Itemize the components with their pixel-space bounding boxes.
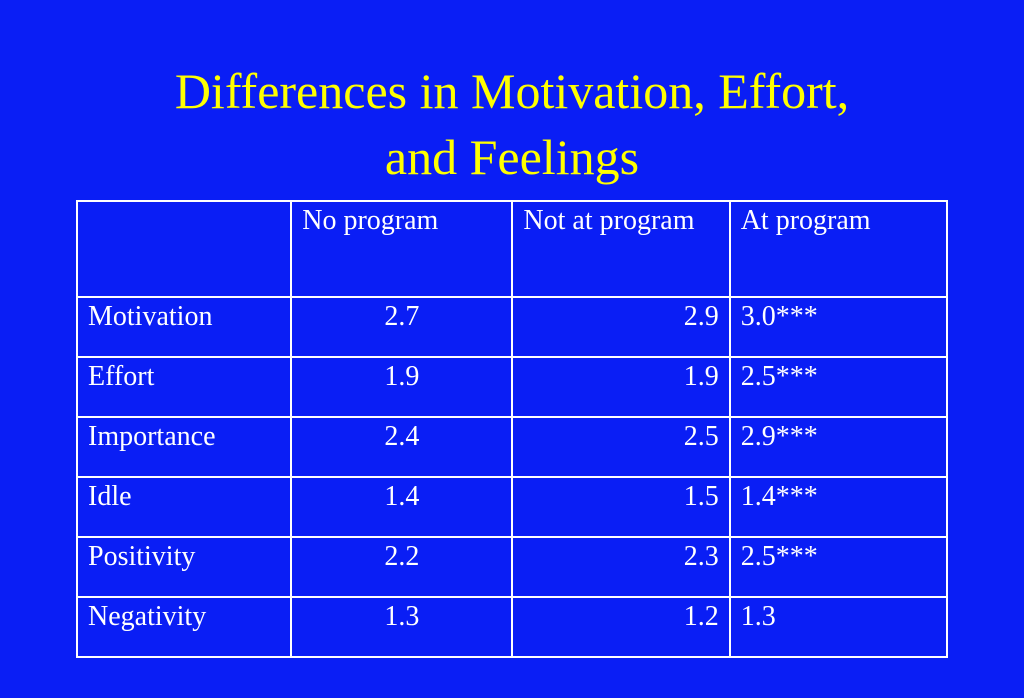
table-header-row: No program Not at program At program <box>75 200 949 298</box>
row-label: Positivity <box>75 536 293 598</box>
cell-not-at-program: 2.3 <box>511 536 731 598</box>
table-row: Negativity 1.3 1.2 1.3 <box>75 596 949 658</box>
cell-at-program: 2.5*** <box>728 536 949 598</box>
cell-no-program: 1.9 <box>290 356 514 418</box>
cell-no-program: 1.4 <box>290 476 514 538</box>
table-row: Idle 1.4 1.5 1.4*** <box>75 476 949 538</box>
table-row: Effort 1.9 1.9 2.5*** <box>75 356 949 418</box>
cell-no-program: 2.7 <box>290 296 514 358</box>
row-label: Idle <box>75 476 293 538</box>
cell-no-program: 1.3 <box>290 596 514 658</box>
header-empty-cell <box>75 200 293 298</box>
row-label: Negativity <box>75 596 293 658</box>
cell-not-at-program: 1.9 <box>511 356 731 418</box>
table-row: Motivation 2.7 2.9 3.0*** <box>75 296 949 358</box>
cell-not-at-program: 1.2 <box>511 596 731 658</box>
slide-title-line-2: and Feelings <box>384 129 640 185</box>
cell-not-at-program: 2.5 <box>511 416 731 478</box>
cell-at-program: 1.4*** <box>728 476 949 538</box>
comparison-table: No program Not at program At program Mot… <box>75 200 949 658</box>
table-row: Importance 2.4 2.5 2.9*** <box>75 416 949 478</box>
header-no-program: No program <box>290 200 514 298</box>
cell-not-at-program: 1.5 <box>511 476 731 538</box>
table-row: Positivity 2.2 2.3 2.5*** <box>75 536 949 598</box>
row-label: Effort <box>75 356 293 418</box>
cell-at-program: 2.9*** <box>728 416 949 478</box>
row-label: Motivation <box>75 296 293 358</box>
header-not-at-program: Not at program <box>511 200 731 298</box>
cell-no-program: 2.4 <box>290 416 514 478</box>
slide-title: Differences in Motivation, Effort, and F… <box>0 58 1024 190</box>
cell-not-at-program: 2.9 <box>511 296 731 358</box>
cell-no-program: 2.2 <box>290 536 514 598</box>
cell-at-program: 2.5*** <box>728 356 949 418</box>
row-label: Importance <box>75 416 293 478</box>
cell-at-program: 3.0*** <box>728 296 949 358</box>
slide-title-line-1: Differences in Motivation, Effort, <box>174 63 850 119</box>
header-at-program: At program <box>728 200 949 298</box>
cell-at-program: 1.3 <box>728 596 949 658</box>
